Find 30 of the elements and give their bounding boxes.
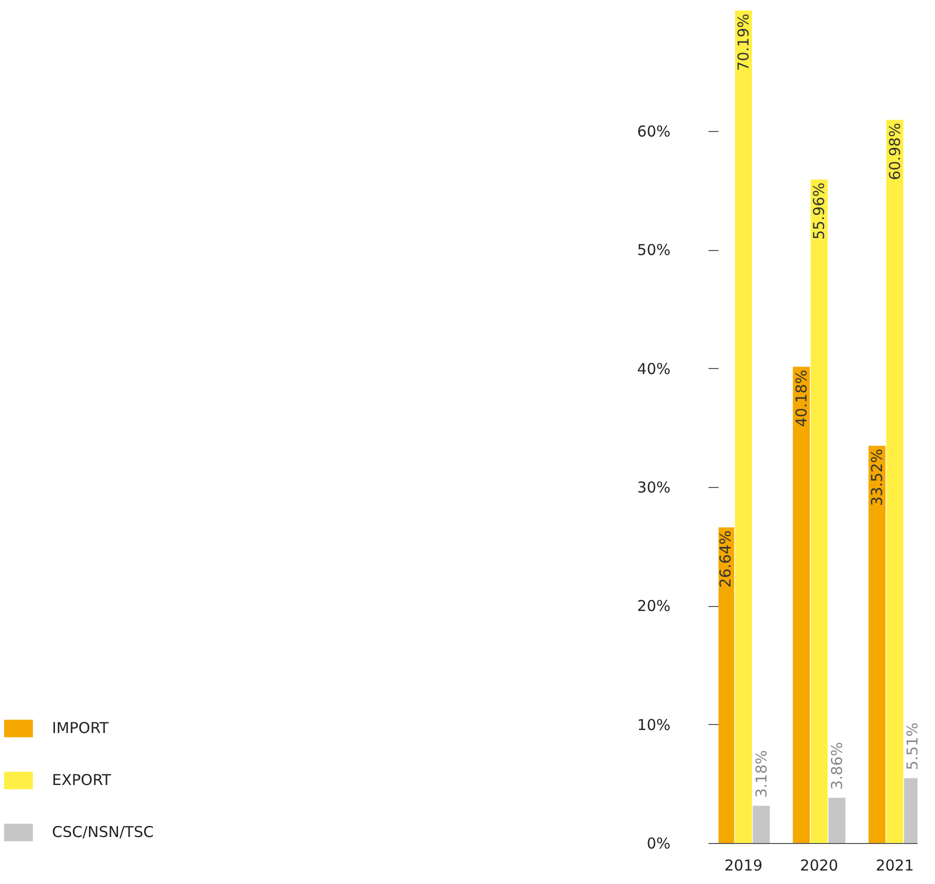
bar xyxy=(828,798,846,844)
data-label: 40.18% xyxy=(792,370,810,427)
data-label: 55.96% xyxy=(810,182,828,240)
bar xyxy=(886,120,904,844)
bar xyxy=(752,806,770,844)
legend-label: CSC/NSN/TSC xyxy=(52,823,154,841)
data-label: 3.86% xyxy=(828,742,846,790)
x-tick-label: 2020 xyxy=(800,856,838,874)
data-label: 70.19% xyxy=(734,14,752,71)
y-tick-label: 0% xyxy=(646,834,670,852)
y-tick-label: 50% xyxy=(637,241,671,260)
y-tick-label: 60% xyxy=(637,122,671,141)
y-tick-label: 40% xyxy=(637,360,671,378)
data-label: 33.52% xyxy=(868,448,886,506)
y-tick-label: 10% xyxy=(637,716,671,734)
bar xyxy=(810,179,828,844)
bar xyxy=(718,527,734,844)
y-tick-label: 20% xyxy=(637,597,671,616)
data-label: 60.98% xyxy=(886,122,904,180)
bar xyxy=(868,446,886,844)
legend-label: IMPORT xyxy=(52,719,109,737)
data-label: 5.51% xyxy=(904,722,922,770)
x-tick-label: 2019 xyxy=(724,856,763,874)
x-tick-label: 2021 xyxy=(876,856,914,874)
data-label: 26.64% xyxy=(716,530,735,588)
bar xyxy=(792,366,810,844)
y-tick-label: 30% xyxy=(637,478,671,497)
legend-label: EXPORT xyxy=(52,771,112,789)
bar xyxy=(734,10,752,844)
data-label: 3.18% xyxy=(752,750,770,798)
